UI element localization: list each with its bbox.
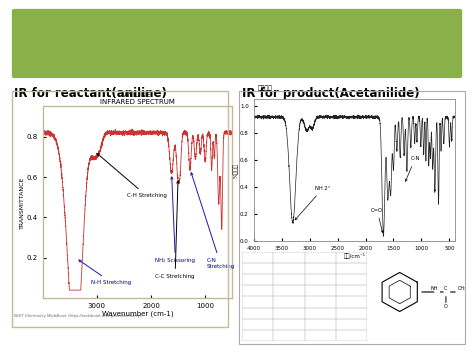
X-axis label: 波数/cm⁻¹: 波数/cm⁻¹ (343, 253, 365, 259)
Text: CH₃: CH₃ (458, 286, 467, 291)
Text: C=O: C=O (371, 208, 383, 233)
Text: NH: NH (430, 286, 438, 291)
Text: C: C (444, 286, 447, 291)
Text: N-H Stretching: N-H Stretching (79, 260, 132, 285)
Title: ANILINE
INFRARED SPECTRUM: ANILINE INFRARED SPECTRUM (100, 92, 175, 105)
X-axis label: Wavenumber (cm-1): Wavenumber (cm-1) (101, 311, 173, 317)
Text: NIST Chemistry WebBook (http://webbook.nist.gov/chemistry): NIST Chemistry WebBook (http://webbook.n… (14, 314, 142, 318)
Text: NH 2°: NH 2° (295, 186, 330, 220)
Text: O: O (444, 304, 448, 309)
Y-axis label: TRANSMITTANCE: TRANSMITTANCE (20, 176, 25, 229)
Text: 乙酰苯胺: 乙酰苯胺 (258, 85, 273, 91)
Text: NH₂ Scissoring: NH₂ Scissoring (155, 177, 195, 263)
Text: C-H Stretching: C-H Stretching (97, 153, 166, 198)
Text: C-N
Stretching: C-N Stretching (191, 173, 235, 269)
Text: I.R spectrum: I.R spectrum (149, 25, 325, 53)
Y-axis label: %透射率: %透射率 (233, 163, 238, 178)
Text: IR for product(Acetanilide): IR for product(Acetanilide) (242, 87, 419, 100)
Text: C-N: C-N (405, 156, 419, 181)
Text: C-C Stretching: C-C Stretching (155, 181, 195, 279)
Text: IR for reactant(aniline): IR for reactant(aniline) (14, 87, 167, 100)
